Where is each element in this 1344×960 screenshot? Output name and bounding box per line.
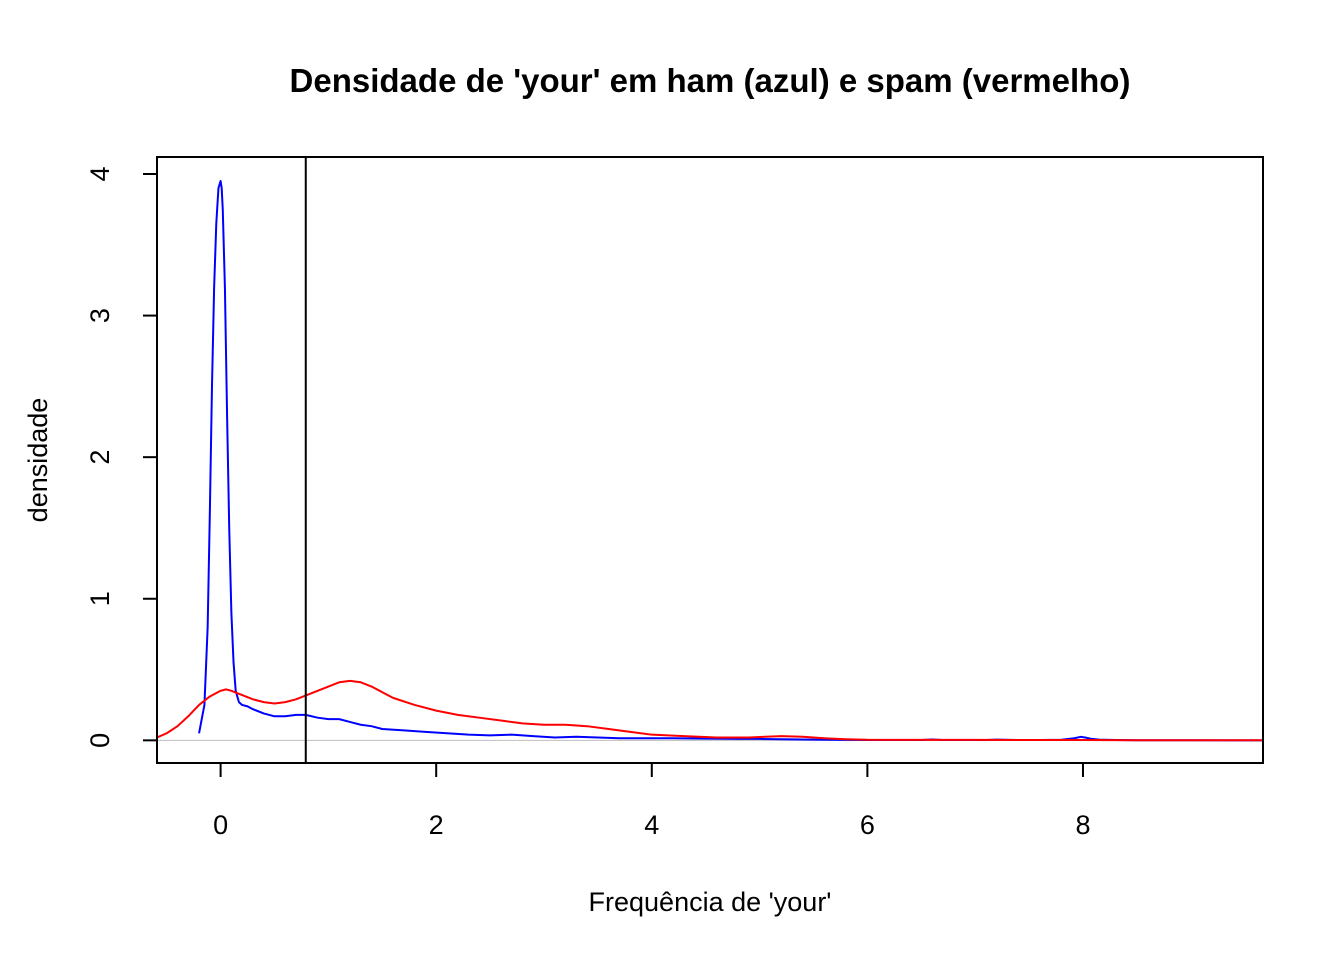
plot-frame (156, 156, 1264, 764)
x-tick-label: 8 (1075, 810, 1090, 840)
y-tick-label: 1 (85, 591, 115, 606)
x-tick-label: 0 (213, 810, 228, 840)
y-axis-label: densidade (23, 398, 53, 523)
x-tick-label: 4 (644, 810, 659, 840)
x-axis-label: Frequência de 'your' (589, 887, 832, 917)
chart-title: Densidade de 'your' em ham (azul) e spam… (290, 62, 1131, 99)
y-tick-label: 0 (85, 733, 115, 748)
density-line-ham-blue (198, 180, 1263, 742)
y-tick-label: 3 (85, 308, 115, 323)
x-tick-label: 2 (429, 810, 444, 840)
x-tick-label: 6 (860, 810, 875, 840)
y-tick-label: 2 (85, 450, 115, 465)
plot-layer: 0 2 4 6 8 0 1 2 3 4 (85, 156, 1264, 840)
y-tick-label: 4 (85, 166, 115, 181)
density-line-spam-red (157, 679, 1263, 742)
